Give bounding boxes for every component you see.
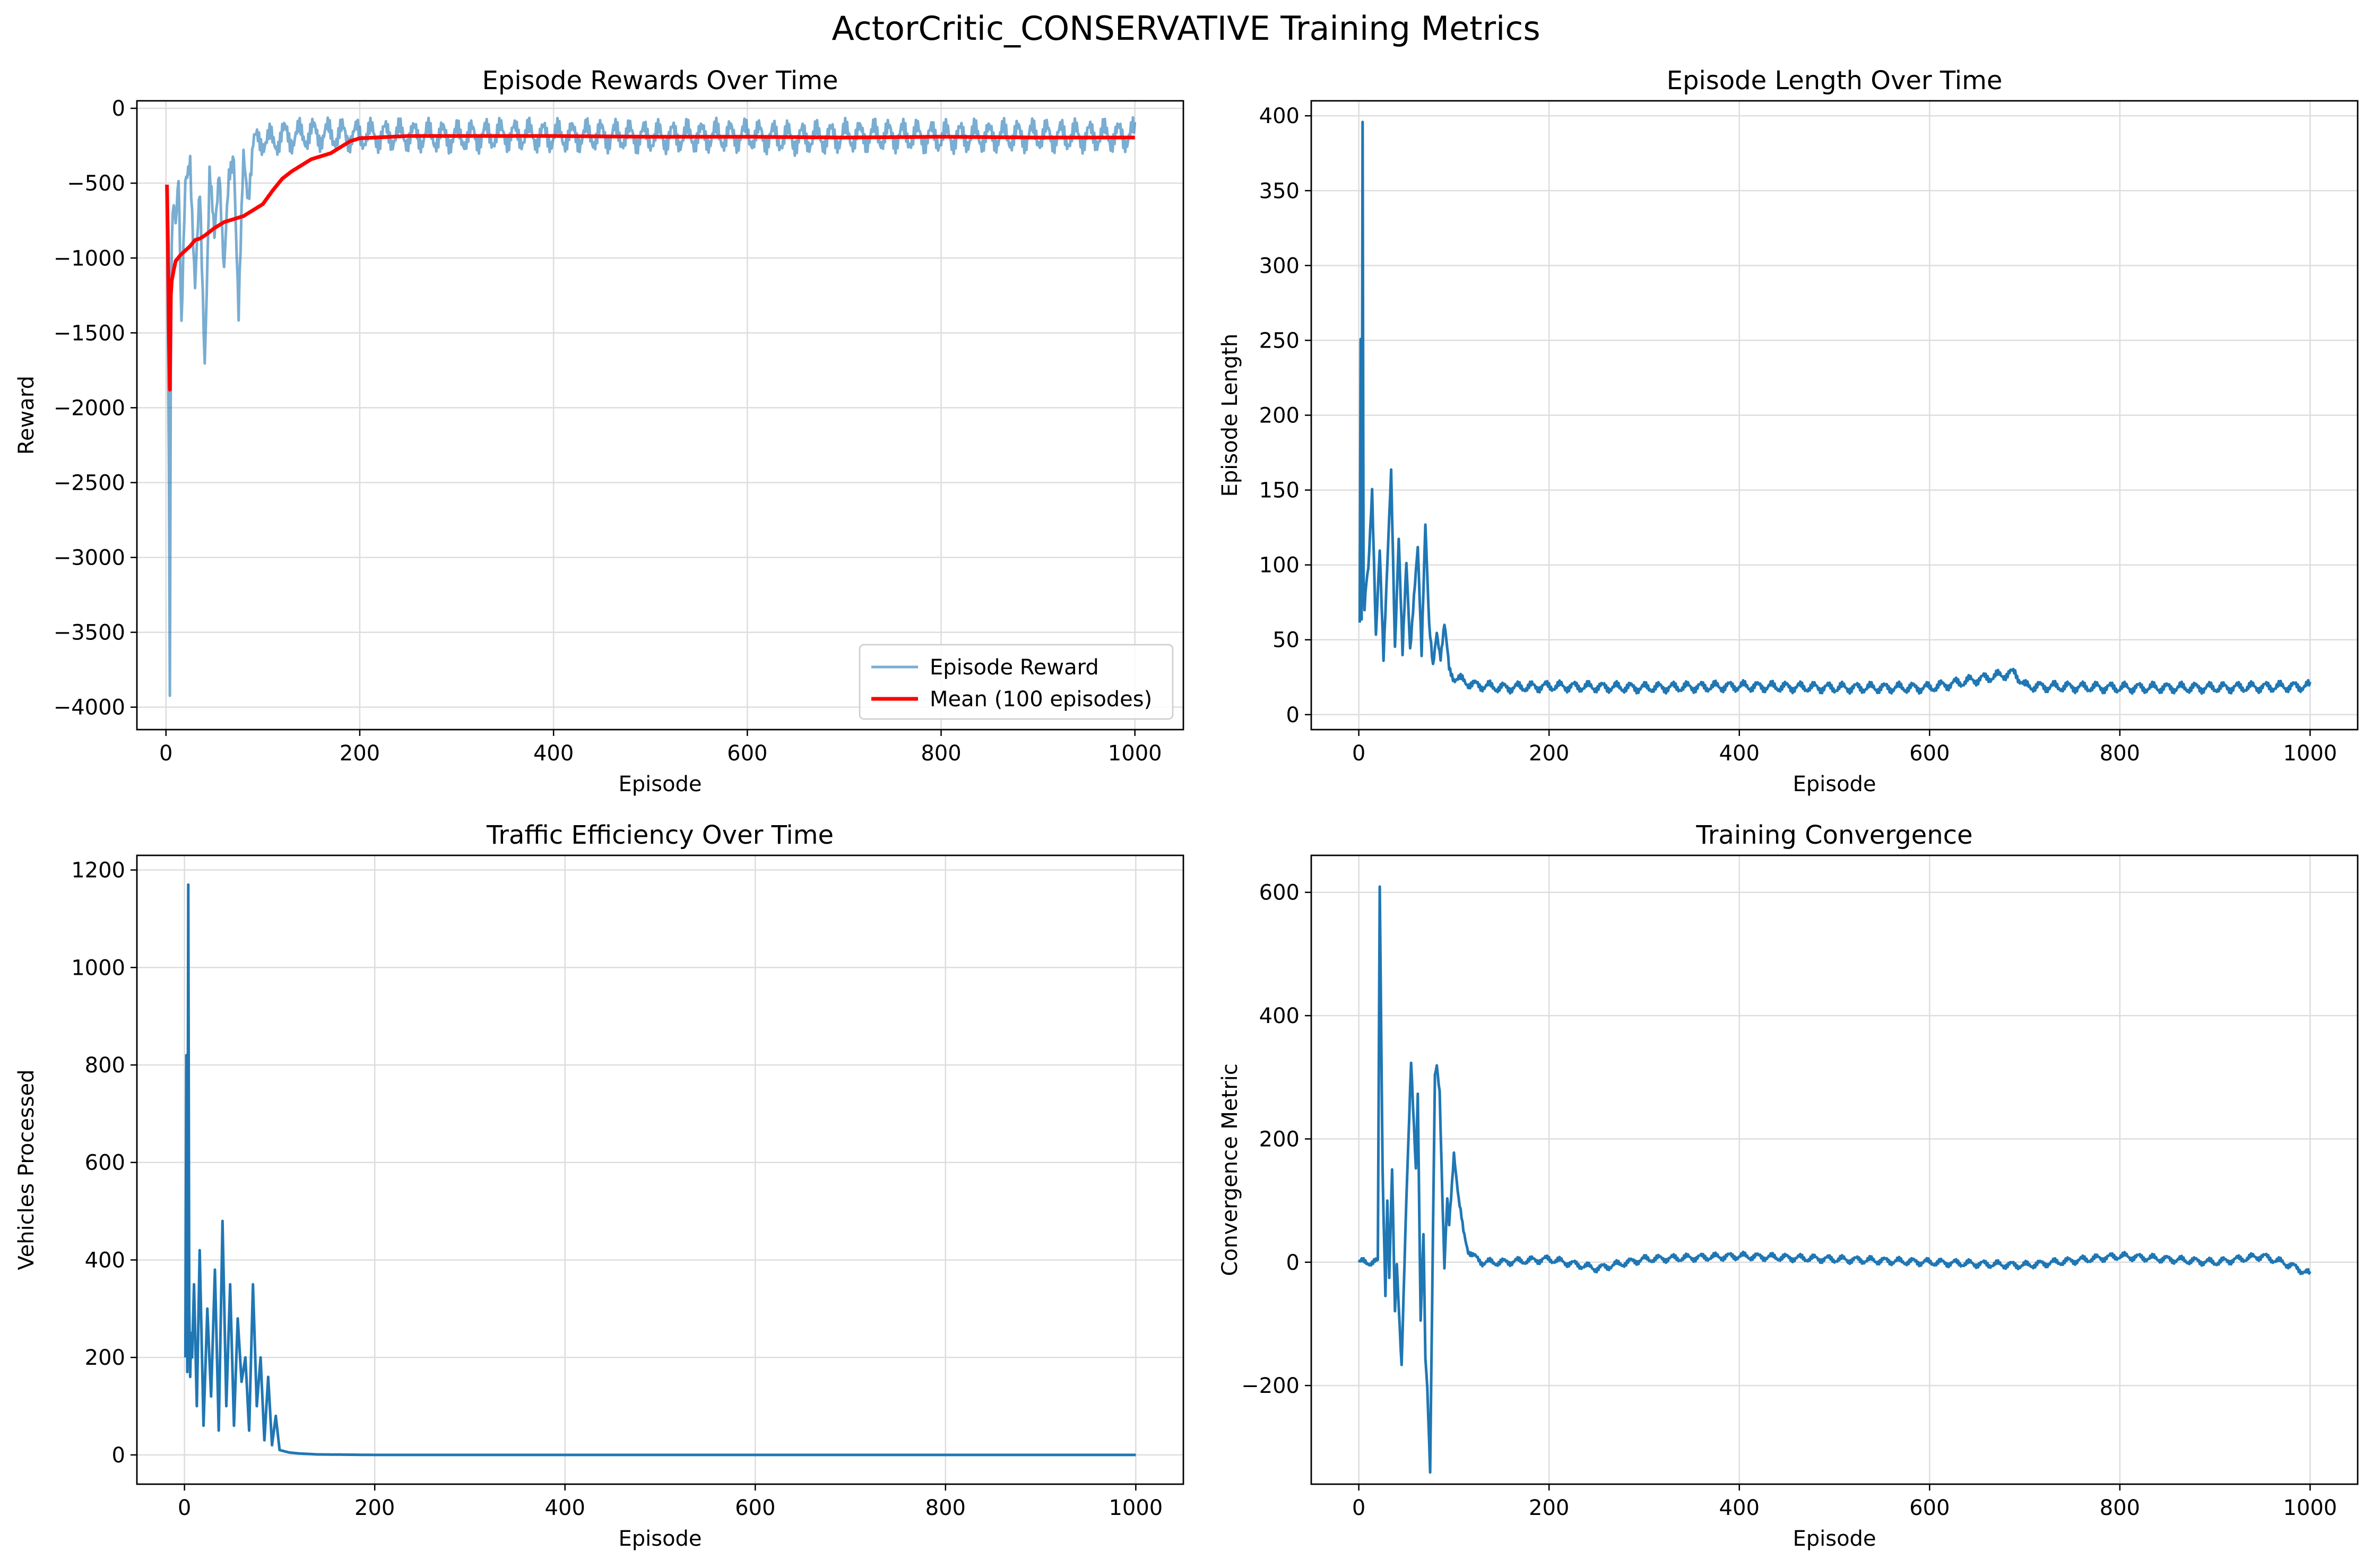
y-axis-label: Convergence Metric [1218, 1063, 1242, 1276]
y-axis-label: Reward [14, 376, 39, 455]
x-axis-label: Episode [1793, 1527, 1876, 1551]
subplot-4: 0 200 400 600 800 1000 600 400 200 0 −200 Training … [1218, 820, 2359, 1551]
x-tick-label: 1000 [1108, 741, 1162, 766]
x-tick-label: 200 [354, 1496, 395, 1520]
legend: Episode Reward Mean (100 episodes) [859, 644, 1174, 720]
x-axis-label: Episode [1793, 772, 1876, 796]
x-tick-label: 1000 [2283, 1496, 2337, 1520]
y-tick-label: 1200 [71, 859, 125, 883]
y-tick-label: 400 [85, 1248, 125, 1272]
plot-frame [136, 854, 1184, 1485]
y-tick-label: 100 [1259, 553, 1300, 578]
x-tick-label: 1000 [1109, 1496, 1163, 1520]
x-tick-label: 1000 [2283, 741, 2337, 766]
legend-entry: Episode Reward [930, 655, 1099, 680]
y-tick-label: 600 [85, 1151, 125, 1175]
y-tick-label: 0 [112, 1443, 125, 1468]
y-tick-label: 200 [85, 1346, 125, 1370]
x-tick-label: 800 [2100, 1496, 2140, 1520]
y-tick-label: 400 [1259, 1004, 1300, 1028]
legend-entry: Mean (100 episodes) [930, 687, 1152, 712]
y-tick-label: −3500 [54, 621, 125, 645]
y-tick-label: 0 [1286, 1251, 1300, 1275]
subplot-title: Episode Rewards Over Time [482, 66, 838, 96]
figure-title: ActorCritic_CONSERVATIVE Training Metric… [832, 9, 1540, 48]
y-tick-label: 0 [1286, 703, 1300, 727]
y-tick-label: −1000 [54, 246, 125, 271]
y-tick-label: 150 [1259, 479, 1300, 503]
y-tick-label: 250 [1259, 328, 1300, 353]
x-tick-label: 400 [533, 741, 574, 766]
x-tick-label: 0 [1352, 1496, 1365, 1520]
y-tick-label: 200 [1259, 404, 1300, 428]
y-tick-label: −2500 [54, 471, 125, 495]
series-line-1 [184, 883, 1137, 1457]
y-tick-label: 50 [1272, 628, 1300, 653]
x-tick-label: 0 [159, 741, 172, 766]
y-tick-label: 600 [1259, 881, 1300, 905]
y-tick-label: 300 [1259, 254, 1300, 278]
y-tick-label: 200 [1259, 1127, 1300, 1151]
x-tick-label: 400 [545, 1496, 585, 1520]
series-line-1 [166, 116, 1137, 697]
subplot-title: Traffic Efficiency Over Time [486, 820, 834, 850]
subplot-3: 0 200 400 600 800 1000 0 200 400 600 800 1000 1200 Tr… [14, 820, 1184, 1551]
series-line-1 [1358, 120, 2312, 695]
x-tick-label: 800 [925, 1496, 966, 1520]
series-line-1 [1357, 885, 2312, 1474]
plot-frame [136, 100, 1184, 731]
y-tick-label: −4000 [54, 696, 125, 720]
y-tick-label: 0 [112, 97, 125, 121]
y-tick-label: −200 [1241, 1374, 1300, 1398]
x-tick-label: 200 [340, 741, 380, 766]
subplot-title: Training Convergence [1695, 820, 1972, 850]
y-tick-label: 800 [85, 1053, 125, 1078]
y-axis-label: Episode Length [1218, 334, 1242, 497]
series-line-2 [165, 134, 1136, 392]
x-tick-label: 400 [1719, 741, 1760, 766]
x-tick-label: 600 [727, 741, 767, 766]
plot-frame [1310, 854, 2359, 1485]
subplot-2: 0 200 400 600 800 1000 0 50 100 150 200 250 300 350 40… [1218, 66, 2359, 796]
y-tick-label: 1000 [71, 956, 125, 980]
x-axis-label: Episode [618, 1527, 702, 1551]
x-tick-label: 600 [1909, 1496, 1950, 1520]
y-tick-label: −3000 [54, 546, 125, 570]
x-tick-label: 800 [2100, 741, 2140, 766]
subplot-1: 0 200 400 600 800 1000 0 −500 −1000 −1500 −2000 −25… [14, 66, 1184, 796]
x-tick-label: 400 [1719, 1496, 1760, 1520]
legend-box [859, 644, 1174, 720]
x-tick-label: 600 [1909, 741, 1950, 766]
x-tick-label: 800 [921, 741, 961, 766]
x-tick-label: 200 [1529, 1496, 1569, 1520]
x-axis-label: Episode [618, 772, 702, 796]
y-axis-label: Vehicles Processed [14, 1069, 39, 1270]
y-tick-label: −2000 [54, 396, 125, 420]
subplot-title: Episode Length Over Time [1667, 66, 2003, 96]
x-tick-label: 0 [1352, 741, 1365, 766]
y-tick-label: 400 [1259, 104, 1300, 128]
y-tick-label: 350 [1259, 179, 1300, 203]
x-tick-label: 200 [1529, 741, 1569, 766]
x-tick-label: 0 [178, 1496, 191, 1520]
x-tick-label: 600 [735, 1496, 775, 1520]
y-tick-label: −1500 [54, 321, 125, 345]
y-tick-label: −500 [67, 171, 125, 196]
